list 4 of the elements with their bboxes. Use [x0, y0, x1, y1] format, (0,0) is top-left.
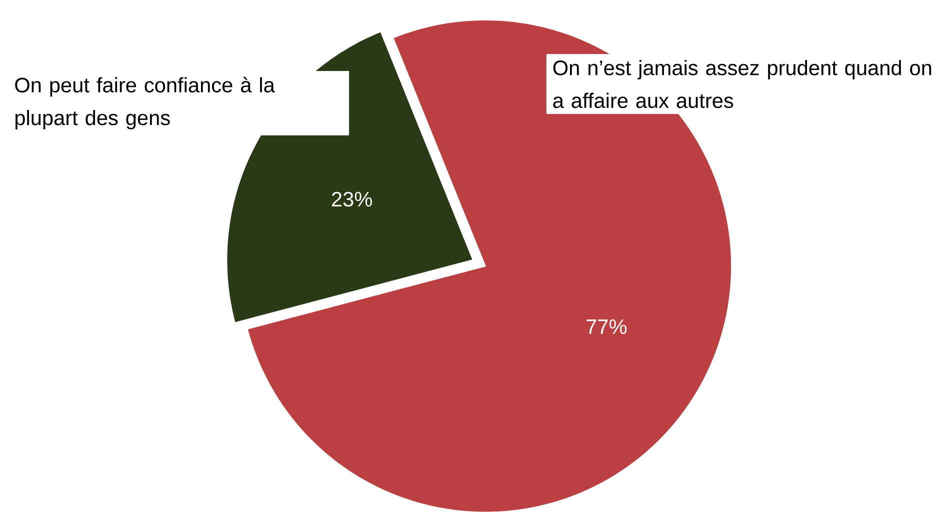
- data-label: 77%: [586, 320, 627, 334]
- slice-label: On n’est jamais assez prudent quand on a affaire aux autres: [553, 60, 932, 108]
- data-label: 23%: [332, 192, 372, 207]
- slice-label: On peut faire confiance à la plupart des gens: [15, 77, 275, 130]
